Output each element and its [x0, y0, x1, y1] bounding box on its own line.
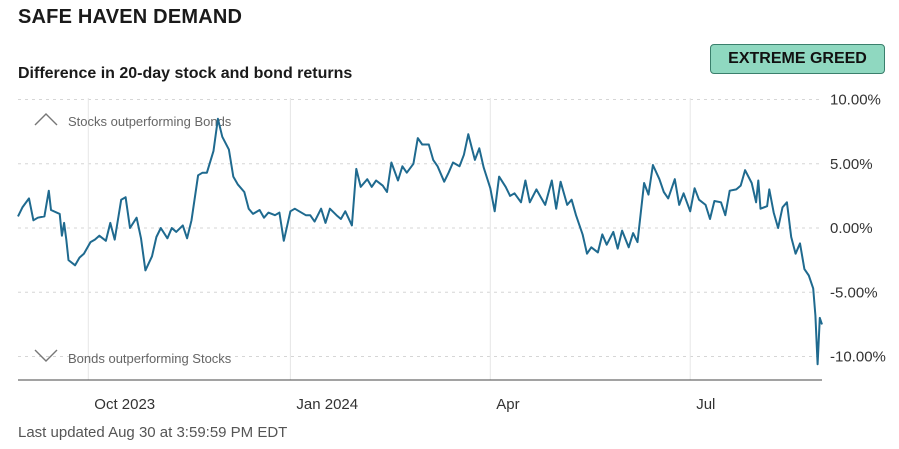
y-tick-label: 5.00%	[830, 156, 873, 173]
last-updated-text: Last updated Aug 30 at 3:59:59 PM EDT	[18, 424, 288, 441]
x-tick-label: Oct 2023	[94, 396, 155, 413]
x-tick-label: Jul	[696, 396, 715, 413]
y-axis: 10.00% 5.00% 0.00% -5.00% -10.00%	[830, 92, 886, 366]
chart-title: SAFE HAVEN DEMAND	[18, 6, 243, 28]
annotations: Stocks outperforming Bonds Bonds outperf…	[34, 113, 232, 366]
y-tick-label: -5.00%	[830, 284, 878, 301]
line-chart: Oct 2023 Jan 2024 Apr Jul 10.00% 5.00% 0.00% -…	[17, 92, 886, 413]
chevron-up-icon	[34, 113, 58, 126]
x-tick-label: Apr	[496, 396, 519, 413]
y-tick-label: 0.00%	[830, 220, 873, 237]
chevron-down-icon	[34, 349, 58, 362]
series-line	[17, 117, 823, 366]
annotation-bonds-outperforming: Bonds outperforming Stocks	[68, 351, 232, 366]
x-tick-label: Jan 2024	[296, 396, 358, 413]
grid-lines	[18, 98, 822, 380]
chart-subtitle: Difference in 20-day stock and bond retu…	[18, 65, 353, 82]
sentiment-badge: EXTREME GREED	[710, 44, 885, 74]
y-tick-label: -10.00%	[830, 349, 886, 366]
annotation-stocks-outperforming: Stocks outperforming Bonds	[68, 114, 232, 129]
y-tick-label: 10.00%	[830, 92, 881, 109]
x-axis: Oct 2023 Jan 2024 Apr Jul	[18, 379, 822, 413]
